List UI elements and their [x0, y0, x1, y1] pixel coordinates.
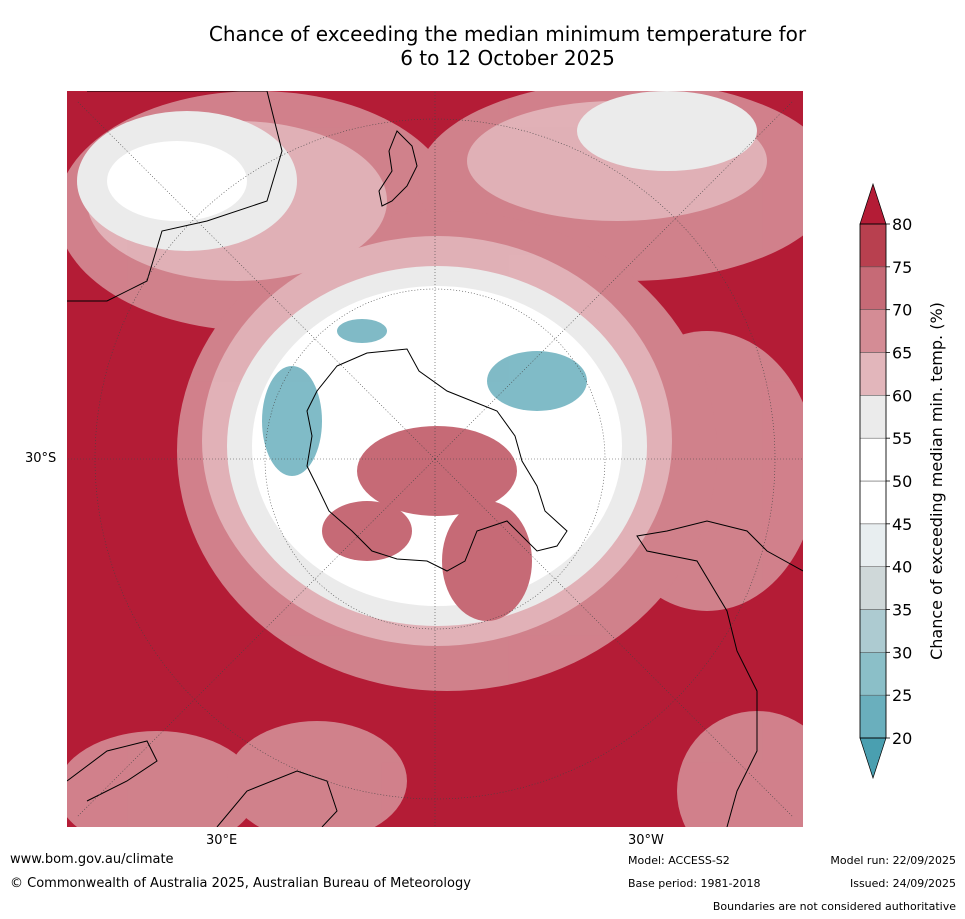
- disclaimer-text: Boundaries are not considered authoritat…: [712, 900, 956, 913]
- colorbar-tick-label: 70: [892, 301, 912, 320]
- australia-outline: [67, 91, 283, 302]
- base-period-text: Base period: 1981-2018: [628, 877, 761, 890]
- colorbar-segment: [859, 480, 887, 525]
- africa-outline: [67, 740, 338, 827]
- colorbar-tick-label: 30: [892, 643, 912, 662]
- copyright-text: © Commonwealth of Australia 2025, Austra…: [10, 876, 471, 891]
- colorbar-label: Chance of exceeding median min. temp. (%…: [927, 302, 946, 660]
- colorbar-segment: [859, 395, 887, 439]
- model-text: Model: ACCESS-S2: [628, 854, 730, 867]
- colorbar-tick-label: 60: [892, 386, 912, 405]
- colorbar-segment: [859, 694, 887, 739]
- colorbar-segment: [859, 223, 887, 268]
- colorbar-tick-label: 65: [892, 344, 912, 363]
- low-probability-areas: [262, 319, 587, 476]
- colorbar-tick-label: 25: [892, 686, 912, 705]
- colorbar-segment: [859, 566, 887, 610]
- issued-text: Issued: 24/09/2025: [849, 877, 956, 890]
- longitude-label-30w: 30°W: [628, 833, 664, 848]
- colorbar-segment: [859, 609, 887, 653]
- title-line-2: 6 to 12 October 2025: [400, 46, 615, 70]
- antarctica-outline: [306, 348, 568, 572]
- colorbar-segment: [859, 352, 887, 396]
- colorbar-segment: [859, 309, 887, 353]
- colorbar-tick-label: 45: [892, 515, 912, 534]
- colorbar-tick-label: 75: [892, 258, 912, 277]
- colorbar-tick-label: 55: [892, 429, 912, 448]
- colorbar-segment: [859, 652, 887, 696]
- title-line-1: Chance of exceeding the median minimum t…: [208, 22, 807, 46]
- colorbar-segment: [859, 523, 887, 567]
- website-link[interactable]: www.bom.gov.au/climate: [10, 852, 174, 867]
- antarctic-warm-anomaly: [322, 426, 532, 621]
- graticule: [67, 91, 803, 827]
- colorbar-tick-label: 80: [892, 215, 912, 234]
- colorbar-segment: [859, 437, 887, 482]
- south-america-outline: [636, 520, 803, 827]
- colorbar-tick-label: 35: [892, 601, 912, 620]
- probability-map: [67, 91, 803, 827]
- colorbar: 20 25 30 35 40 45 50 55 60 65 70 75 80 Chance of exce…: [859, 182, 946, 780]
- colorbar-tick-label: 50: [892, 472, 912, 491]
- colorbar-tick-label: 40: [892, 558, 912, 577]
- colorbar-segment: [859, 266, 887, 310]
- colorbar-tick-label: 20: [892, 729, 912, 748]
- latitude-label-30s: 30°S: [25, 451, 57, 466]
- new-zealand-outline: [378, 130, 418, 207]
- map-title: Chance of exceeding the median minimum t…: [100, 22, 915, 70]
- colorbar-under-arrow: [859, 737, 887, 780]
- longitude-label-30e: 30°E: [206, 833, 238, 848]
- model-run-text: Model run: 22/09/2025: [830, 854, 956, 867]
- colorbar-over-arrow: [859, 182, 887, 225]
